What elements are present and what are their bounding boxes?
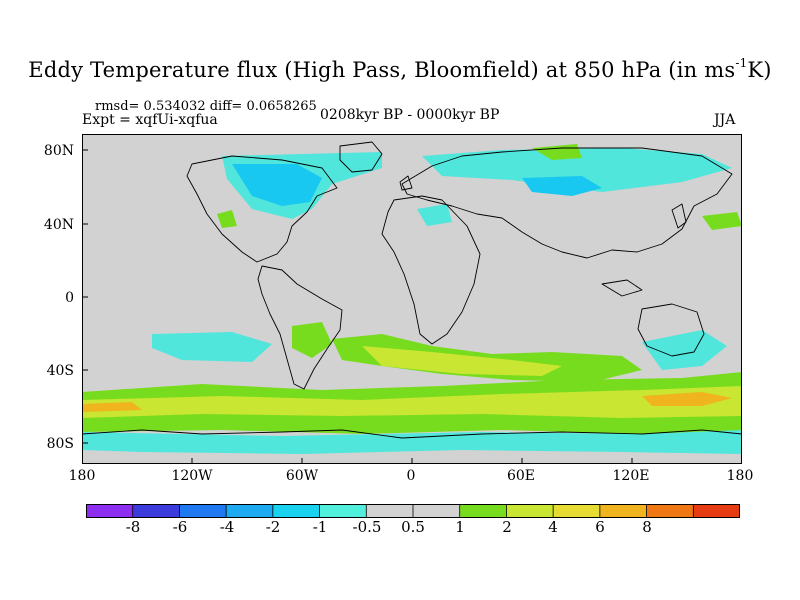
- mediterranean-negative-region: [417, 204, 452, 226]
- south-pacific-negative-region: [152, 332, 272, 362]
- colorbar-label: -0.5: [352, 518, 382, 536]
- colorbar-border: [86, 504, 740, 518]
- colorbar-swatch: [459, 504, 507, 518]
- colorbar-label: -1: [312, 518, 328, 536]
- lat-label-80s: 80S: [46, 436, 74, 452]
- colorbar-label: 8: [642, 518, 652, 536]
- colorbar-swatch: [693, 504, 740, 518]
- world-map: [82, 134, 742, 464]
- southern-ocean-strong-positive-west: [82, 402, 142, 412]
- lon-label-0: 0: [406, 468, 416, 484]
- colorbar-swatch: [319, 504, 367, 518]
- north-pacific-positive-region: [702, 212, 742, 230]
- colorbar-swatch: [599, 504, 648, 518]
- anomaly-fields: [82, 144, 742, 454]
- lon-label-180e: 180: [726, 468, 754, 484]
- colorbar-swatch: [179, 504, 227, 518]
- southern-ocean-strong-positive-east: [642, 392, 732, 406]
- lat-label-80n: 80N: [43, 143, 74, 159]
- period-label: 0208kyr BP - 0000kyr BP: [320, 107, 500, 123]
- experiment-label: Expt = xqfUi-xqfua: [82, 112, 218, 128]
- british-isles-coastline: [399, 175, 413, 191]
- colorbar-swatch: [366, 504, 414, 518]
- colorbar-label: -4: [219, 518, 235, 536]
- season-label: JJA: [714, 112, 736, 128]
- lat-label-40n: 40N: [43, 217, 74, 233]
- lon-label-60e: 60E: [506, 468, 536, 484]
- colorbar-label: 0.5: [401, 518, 425, 536]
- colorbar-swatch: [226, 504, 274, 518]
- south-america-coastline: [257, 265, 343, 390]
- colorbar-label: -8: [125, 518, 141, 536]
- colorbar-swatch: [86, 504, 134, 518]
- australia-coastline: [637, 303, 705, 357]
- colorbar-label: 1: [455, 518, 465, 536]
- colorbar-label: -6: [172, 518, 188, 536]
- chart-title: Eddy Temperature flux (High Pass, Bloomf…: [0, 56, 800, 82]
- colorbar-swatch: [272, 504, 321, 518]
- colorbar-swatch: [506, 504, 554, 518]
- lon-label-180w: 180: [68, 468, 96, 484]
- colorbar-swatch: [413, 504, 461, 518]
- australia-negative-region: [642, 330, 727, 370]
- greenland-coastline: [339, 141, 383, 173]
- south-atlantic-positive-core: [362, 346, 562, 376]
- colorbar-label: -2: [265, 518, 281, 536]
- eurasia-negative-region: [422, 148, 732, 192]
- colorbar-swatch: [646, 504, 694, 518]
- southern-ocean-positive-core: [82, 386, 742, 418]
- colorbar-swatch: [553, 504, 601, 518]
- north-america-coastline: [186, 155, 338, 263]
- siberia-negative-region: [522, 176, 602, 196]
- coastlines: [82, 141, 742, 439]
- south-america-positive-region: [292, 322, 332, 358]
- title-main: Eddy Temperature flux (High Pass, Bloomf…: [28, 58, 736, 82]
- africa-coastline: [381, 195, 481, 345]
- lon-label-120w: 120W: [171, 468, 213, 484]
- title-superscript: -1: [735, 56, 748, 70]
- indonesia-coastline: [601, 279, 643, 297]
- eurasia-coastline: [401, 147, 733, 259]
- antarctica-coastline: [82, 429, 742, 439]
- lat-label-40s: 40S: [46, 363, 74, 379]
- colorbar-label: 4: [548, 518, 558, 536]
- colorbar-swatch: [132, 504, 180, 518]
- colorbar: [86, 504, 740, 518]
- lat-label-0: 0: [65, 290, 74, 306]
- antarctic-negative-band: [82, 430, 742, 454]
- north-america-strong-negative-region: [232, 164, 322, 206]
- colorbar-label: 6: [595, 518, 605, 536]
- colorbar-label: 2: [502, 518, 512, 536]
- stats-text: rmsd= 0.534032 diff= 0.0658265: [95, 99, 317, 114]
- west-pacific-positive-spot: [217, 210, 237, 228]
- lon-label-120e: 120E: [612, 468, 650, 484]
- axis-ticks: [82, 149, 633, 464]
- japan-coastline: [671, 203, 687, 229]
- lon-label-60w: 60W: [285, 468, 319, 484]
- title-tail: K): [747, 58, 772, 82]
